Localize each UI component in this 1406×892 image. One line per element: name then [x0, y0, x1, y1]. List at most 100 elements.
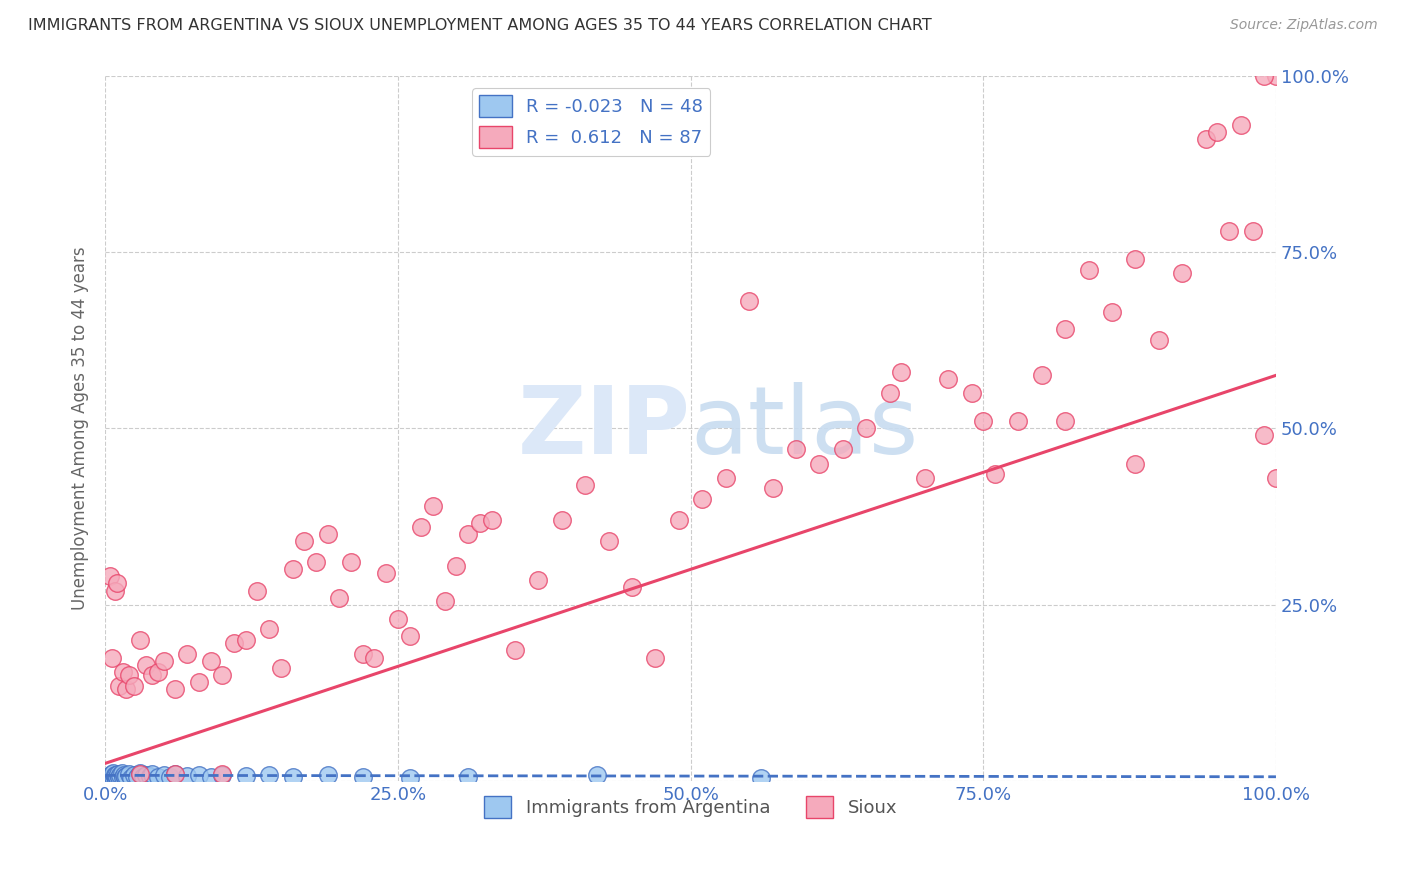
- Point: [111, 770, 134, 784]
- Point: [352, 647, 374, 661]
- Point: [152, 768, 174, 782]
- Point: [129, 767, 152, 781]
- Point: [165, 767, 187, 781]
- Point: [1206, 125, 1229, 139]
- Point: [914, 470, 936, 484]
- Point: [457, 770, 479, 784]
- Point: [1125, 252, 1147, 266]
- Point: [112, 767, 135, 781]
- Point: [98, 569, 121, 583]
- Point: [104, 768, 127, 782]
- Point: [446, 558, 468, 573]
- Point: [129, 632, 152, 647]
- Point: [749, 771, 772, 785]
- Point: [108, 771, 131, 785]
- Point: [1253, 69, 1275, 83]
- Point: [690, 491, 713, 506]
- Point: [165, 767, 187, 781]
- Point: [1230, 118, 1253, 132]
- Point: [328, 591, 350, 605]
- Point: [1265, 470, 1288, 484]
- Point: [316, 767, 339, 781]
- Point: [176, 769, 198, 783]
- Point: [398, 629, 420, 643]
- Point: [135, 657, 157, 672]
- Point: [761, 481, 783, 495]
- Point: [235, 769, 257, 783]
- Point: [97, 771, 120, 785]
- Point: [176, 647, 198, 661]
- Point: [211, 767, 233, 781]
- Point: [98, 771, 121, 785]
- Point: [1171, 266, 1194, 280]
- Point: [1007, 414, 1029, 428]
- Point: [375, 566, 398, 580]
- Point: [398, 771, 420, 785]
- Point: [855, 421, 877, 435]
- Point: [1218, 224, 1240, 238]
- Point: [879, 386, 901, 401]
- Point: [936, 372, 959, 386]
- Point: [108, 679, 131, 693]
- Point: [714, 470, 737, 484]
- Point: [257, 768, 280, 782]
- Point: [246, 583, 269, 598]
- Point: [117, 668, 139, 682]
- Point: [738, 294, 761, 309]
- Point: [457, 527, 479, 541]
- Point: [574, 477, 596, 491]
- Point: [101, 767, 124, 781]
- Point: [1101, 305, 1123, 319]
- Point: [1265, 69, 1288, 83]
- Point: [340, 555, 363, 569]
- Point: [1077, 262, 1099, 277]
- Point: [352, 771, 374, 785]
- Point: [159, 771, 181, 785]
- Text: atlas: atlas: [690, 383, 920, 475]
- Point: [124, 679, 146, 693]
- Point: [115, 682, 138, 697]
- Point: [960, 386, 983, 401]
- Point: [1125, 457, 1147, 471]
- Point: [101, 771, 124, 785]
- Point: [411, 520, 433, 534]
- Point: [96, 772, 118, 786]
- Point: [141, 668, 163, 682]
- Text: IMMIGRANTS FROM ARGENTINA VS SIOUX UNEMPLOYMENT AMONG AGES 35 TO 44 YEARS CORREL: IMMIGRANTS FROM ARGENTINA VS SIOUX UNEMP…: [28, 18, 932, 33]
- Point: [101, 650, 124, 665]
- Point: [104, 772, 127, 786]
- Point: [481, 513, 503, 527]
- Point: [503, 643, 526, 657]
- Text: Source: ZipAtlas.com: Source: ZipAtlas.com: [1230, 18, 1378, 32]
- Point: [785, 442, 807, 457]
- Point: [100, 770, 122, 784]
- Point: [146, 665, 169, 679]
- Point: [235, 632, 257, 647]
- Point: [138, 769, 160, 783]
- Point: [103, 771, 125, 785]
- Point: [668, 513, 690, 527]
- Point: [103, 765, 125, 780]
- Point: [305, 555, 328, 569]
- Point: [890, 365, 912, 379]
- Text: ZIP: ZIP: [517, 383, 690, 475]
- Point: [1195, 132, 1218, 146]
- Point: [984, 467, 1007, 482]
- Point: [103, 769, 125, 783]
- Point: [100, 768, 122, 782]
- Point: [105, 770, 128, 784]
- Point: [129, 765, 152, 780]
- Point: [211, 668, 233, 682]
- Point: [141, 767, 163, 781]
- Point: [1147, 333, 1170, 347]
- Point: [200, 770, 222, 784]
- Point: [187, 675, 209, 690]
- Point: [117, 767, 139, 781]
- Point: [316, 527, 339, 541]
- Point: [114, 771, 136, 785]
- Point: [115, 769, 138, 783]
- Legend: Immigrants from Argentina, Sioux: Immigrants from Argentina, Sioux: [477, 789, 904, 825]
- Point: [105, 576, 128, 591]
- Point: [281, 562, 304, 576]
- Point: [1253, 428, 1275, 442]
